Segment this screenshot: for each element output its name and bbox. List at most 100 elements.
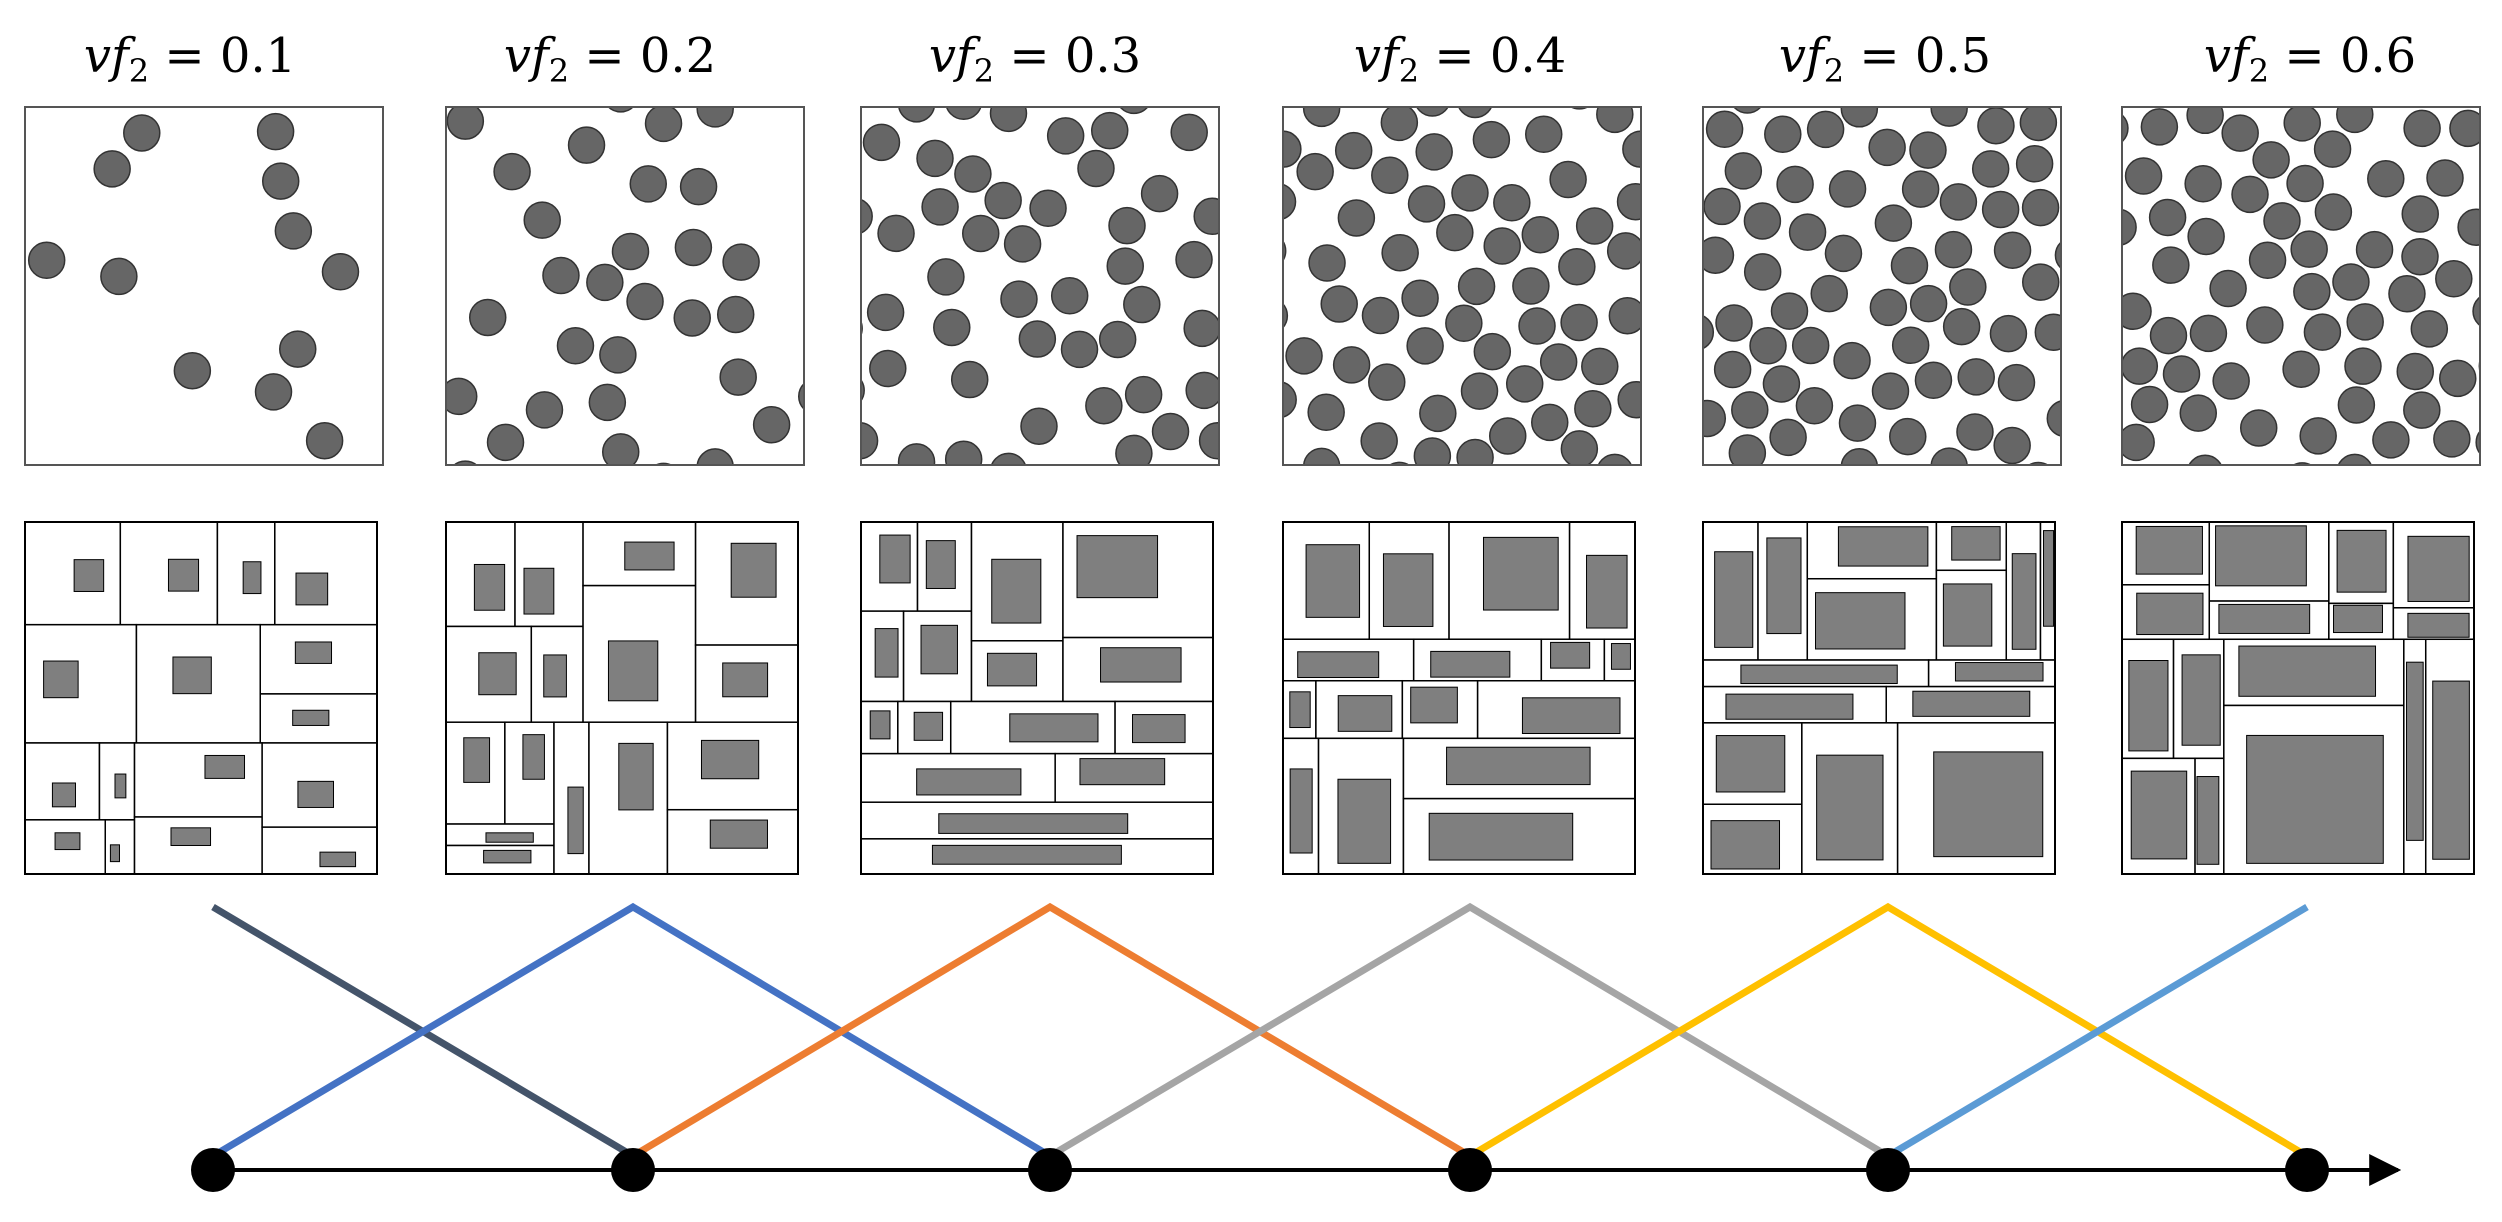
particle (1413, 437, 1452, 465)
particle (2403, 391, 2441, 429)
inclusion-rect (567, 786, 584, 855)
particle (2457, 208, 2480, 246)
particle (100, 257, 138, 296)
particle (2426, 159, 2464, 197)
particle (446, 107, 485, 140)
particle (2367, 160, 2405, 198)
particle (861, 378, 865, 402)
particle (2313, 130, 2352, 168)
particle (2231, 175, 2269, 214)
particle (2293, 272, 2331, 311)
particle (599, 336, 637, 374)
microstructure-frame (860, 106, 1220, 466)
particle (1770, 292, 1809, 330)
inclusion-rect (1410, 686, 1458, 724)
particle (1776, 165, 1814, 204)
volume-fraction-label: vf2 = 0.3 (929, 28, 1141, 90)
inclusion-rect (292, 709, 330, 726)
particle (556, 326, 595, 365)
particle (1000, 280, 1038, 318)
particle (607, 107, 635, 113)
inclusion-rect (1289, 768, 1313, 854)
particle (542, 256, 580, 295)
particle (2212, 362, 2250, 400)
particle (1472, 120, 1511, 159)
particle (1361, 296, 1400, 335)
particle (2188, 454, 2222, 465)
particle (1997, 363, 2036, 402)
particle (2184, 165, 2222, 203)
particle (696, 448, 734, 465)
axis-node (1448, 1148, 1492, 1192)
particle (1170, 113, 1208, 152)
inclusion-rect (109, 844, 120, 863)
inclusion-rect (607, 640, 659, 702)
particle (1388, 461, 1411, 465)
particle (2021, 188, 2060, 227)
particle (1381, 233, 1419, 272)
particle (1705, 110, 1744, 149)
inclusion-rect (242, 561, 262, 595)
particle (1874, 204, 1913, 242)
particle (1596, 107, 1634, 134)
particle (1703, 399, 1727, 438)
particle (525, 391, 564, 429)
inclusion-rect (1337, 695, 1393, 732)
particle (1123, 285, 1161, 324)
inclusion-rect (485, 832, 534, 843)
particle (2388, 275, 2426, 313)
particle (523, 201, 561, 239)
particle (1419, 394, 1457, 433)
particle (674, 228, 713, 267)
inclusion-rect (2215, 525, 2307, 587)
particle (1713, 350, 1752, 389)
inclusion-rect (2043, 530, 2055, 627)
inclusion-rect (1710, 820, 1781, 870)
partition-frame (445, 521, 799, 875)
particle (2472, 296, 2480, 327)
particle (861, 198, 873, 234)
particle (1597, 453, 1633, 465)
particle (2239, 409, 2278, 447)
particle (1891, 326, 1930, 365)
inclusion-rect (1100, 647, 1182, 683)
particle (1956, 413, 1994, 451)
particle (1185, 371, 1219, 410)
particle (1488, 417, 1527, 455)
microstructure-cell (24, 106, 384, 466)
inclusion-rect (1132, 714, 1186, 744)
particle (1380, 107, 1419, 142)
inclusion-rect (43, 660, 79, 699)
inclusion-rect (1725, 693, 1854, 720)
particle (1296, 152, 1334, 191)
particle (945, 107, 982, 121)
inclusion-rect (925, 540, 956, 589)
particle (1989, 314, 2028, 353)
inclusion-rect (1289, 691, 1311, 729)
inclusion-rect (2238, 645, 2377, 697)
particle (1909, 131, 1947, 169)
inclusion-rect (1954, 662, 2044, 682)
particle (2449, 109, 2480, 148)
microstructure-cell (860, 106, 1220, 466)
inclusion-rect (295, 572, 329, 606)
partition-row (24, 521, 2475, 875)
particle (1909, 284, 1948, 323)
partition-cell-rect (133, 742, 263, 818)
particle (493, 152, 531, 191)
particle (961, 214, 1000, 253)
particle (321, 253, 360, 291)
inclusion-rect (1337, 778, 1392, 864)
inclusion-rect (2333, 604, 2383, 634)
particle (1810, 274, 1848, 313)
particle (654, 462, 673, 465)
inclusion-rect (1586, 554, 1628, 629)
particle (1762, 365, 1801, 403)
inclusion-rect (991, 558, 1042, 624)
particle (1703, 236, 1735, 274)
particle (1524, 115, 1563, 154)
particle (2124, 157, 2163, 195)
inclusion-rect (172, 656, 212, 695)
inclusion-rect (2181, 654, 2221, 746)
particle (1977, 107, 2015, 145)
